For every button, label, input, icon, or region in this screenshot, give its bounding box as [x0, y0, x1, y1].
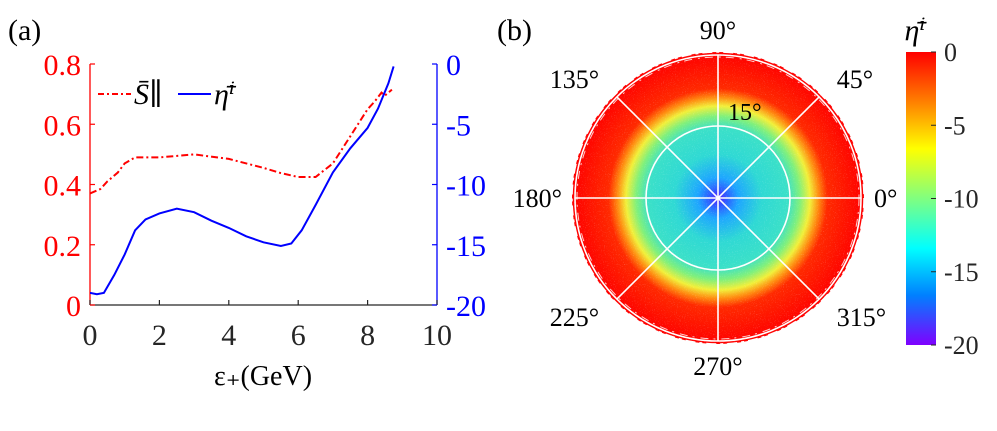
colorbar-title: η̄ⁱ	[905, 14, 928, 47]
y-right-tick-label: -5	[446, 109, 471, 142]
colorbar-tick-label: -10	[944, 185, 979, 214]
y-right-tick-label: 0	[446, 49, 461, 82]
y-left-tick-label: 0	[66, 290, 81, 323]
polar-angle-label: 270°	[693, 352, 742, 381]
colorbar-tick-label: -20	[944, 331, 979, 360]
polar-angle-label: 90°	[700, 16, 736, 45]
y-right-tick-label: -15	[446, 230, 486, 263]
series-eta-line	[90, 66, 395, 296]
colorbar-tick-label: 0	[944, 38, 957, 67]
x-tick-label: 4	[221, 319, 236, 352]
polar-radial-label: 15°	[728, 100, 762, 126]
panel-a-legend: S̄∥ η̄ⁱ	[98, 78, 237, 111]
x-tick-label: 6	[291, 319, 306, 352]
panel-b-label: (b)	[497, 14, 532, 47]
polar-grid	[574, 54, 862, 342]
panel-a-xlabel: ε₊(GeV)	[214, 361, 312, 392]
y-left-tick-label: 0.8	[44, 49, 82, 82]
polar-outer-rim	[571, 51, 865, 345]
y-left-tick-label: 0.4	[44, 170, 82, 203]
polar-grid-spoke	[616, 96, 820, 300]
polar-angle-label: 45°	[837, 65, 873, 94]
y-right-tick-label: -10	[446, 170, 486, 203]
polar-angle-label: 0°	[874, 184, 897, 213]
y-left-tick-label: 0.6	[44, 109, 82, 142]
y-left-tick-label: 0.2	[44, 230, 82, 263]
x-tick-label: 2	[152, 319, 167, 352]
x-tick-label: 10	[422, 319, 452, 352]
series-s-parallel-line	[90, 88, 393, 195]
colorbar-tick-label: -15	[944, 258, 979, 287]
colorbar-tick-label: -5	[944, 111, 966, 140]
x-tick-label: 8	[360, 319, 375, 352]
polar-angle-label: 180°	[513, 184, 562, 213]
polar-angle-label: 315°	[837, 303, 886, 332]
y-right-tick-label: -20	[446, 290, 486, 323]
polar-angle-label: 225°	[550, 303, 599, 332]
x-tick-label: 0	[83, 319, 98, 352]
panel-a-label: (a)	[8, 14, 41, 47]
polar-angle-label: 135°	[550, 65, 599, 94]
legend-eta-label: η̄ⁱ	[214, 78, 237, 111]
legend-s-parallel-label: S̄∥	[134, 78, 163, 111]
